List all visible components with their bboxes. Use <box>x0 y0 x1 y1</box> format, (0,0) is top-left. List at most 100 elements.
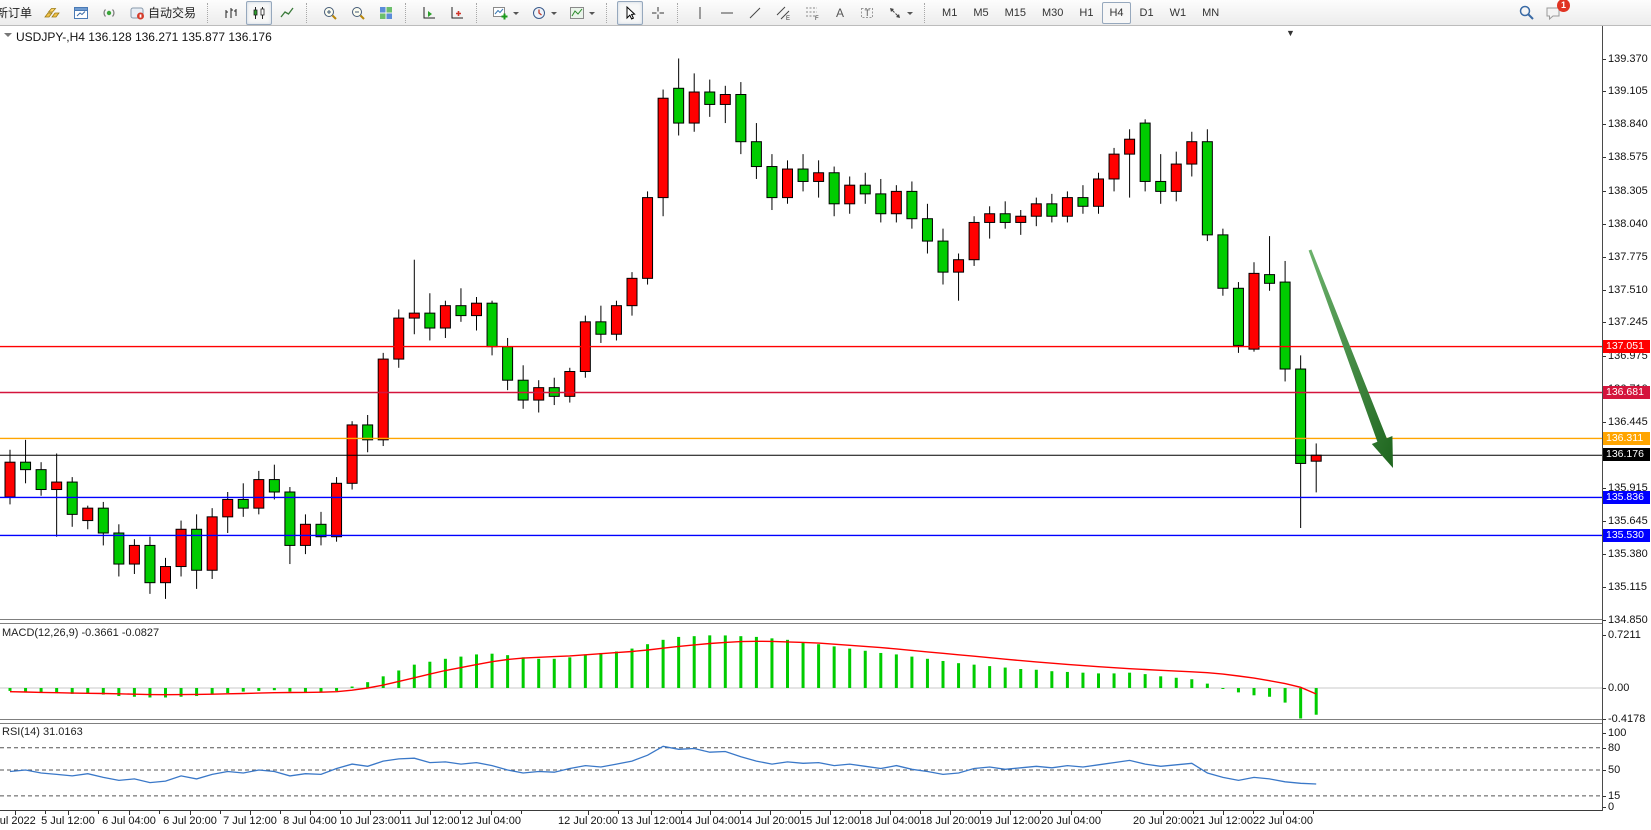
line-chart-icon <box>280 7 294 17</box>
auto-trading-label: 自动交易 <box>148 6 197 20</box>
price-tick-mark <box>1602 521 1606 523</box>
toolbar-separator <box>924 2 931 23</box>
add-indicator-button[interactable] <box>487 1 524 25</box>
search-icon[interactable] <box>1518 4 1535 21</box>
rsi-indicator-panel[interactable] <box>0 722 1602 810</box>
price-axis-border <box>1602 26 1603 811</box>
time-tick-mark <box>1071 811 1072 815</box>
time-axis-label: 10 Jul 23:00 <box>340 815 400 827</box>
arrows-tool-button[interactable] <box>882 1 918 25</box>
rsi-tick-label: 50 <box>1608 764 1621 776</box>
vertical-line-tool-button[interactable] <box>688 1 712 25</box>
panel-separator[interactable] <box>0 719 1602 724</box>
time-tick-mark <box>770 811 771 815</box>
text-label-tool-button[interactable]: T <box>854 1 880 25</box>
arrow-shape <box>1308 249 1393 468</box>
time-tick-mark <box>460 811 461 814</box>
panel-separator[interactable] <box>0 619 1602 624</box>
timeframe-button-h1[interactable]: H1 <box>1079 6 1094 19</box>
time-tick-mark <box>1101 811 1102 814</box>
macd-indicator-panel[interactable] <box>0 622 1602 719</box>
time-tick-mark <box>681 811 682 814</box>
zoom-in-button[interactable] <box>317 1 343 25</box>
signals-button[interactable] <box>96 1 122 25</box>
timeframe-button-m15[interactable]: M15 <box>1004 6 1026 19</box>
fibonacci-tool-button[interactable]: F <box>799 1 826 25</box>
time-tick-mark <box>860 811 861 814</box>
new-order-button[interactable]: 新订单 <box>0 1 37 25</box>
time-axis-label: 5 Jul 12:00 <box>41 815 95 827</box>
time-tick-mark <box>800 811 801 814</box>
rsi-tick-mark <box>1602 807 1606 808</box>
gold-ingot-button[interactable] <box>39 1 66 25</box>
timeframe-button-m30[interactable]: M30 <box>1042 6 1064 19</box>
market-watch-button[interactable] <box>68 1 94 25</box>
timeframe-button-m1[interactable]: M1 <box>942 6 958 19</box>
candlestick-chart-button[interactable] <box>246 0 273 25</box>
toolbar-separator <box>207 2 214 23</box>
trendline-tool-button[interactable] <box>742 1 768 25</box>
text-icon: A <box>836 6 844 20</box>
timeframe-button-m5[interactable]: M5 <box>973 6 989 19</box>
price-line-flag: 136.681 <box>1603 385 1650 399</box>
chat-button[interactable]: 1 <box>1545 0 1570 21</box>
cursor-button[interactable] <box>617 0 644 25</box>
time-axis-label: 19 Jul 12:00 <box>980 815 1040 827</box>
price-tick-mark <box>1602 322 1606 324</box>
fibonacci-icon: F <box>806 7 819 21</box>
line-chart-button[interactable] <box>274 1 300 25</box>
rsi-tick-label: 0 <box>1608 801 1615 813</box>
timeframe-button-d1[interactable]: D1 <box>1139 6 1154 19</box>
time-axis-label: 18 Jul 20:00 <box>920 815 980 827</box>
time-tick-mark <box>68 811 69 815</box>
rsi-tick-mark <box>1602 795 1606 797</box>
tile-windows-icon <box>380 6 393 19</box>
time-axis-label: 7 Jul 12:00 <box>223 815 277 827</box>
chart-shift-marker-icon[interactable]: ▼ <box>1286 28 1295 38</box>
chart-autoscroll-button[interactable] <box>444 1 470 25</box>
price-tick-mark <box>1602 157 1606 159</box>
time-axis-label: 20 Jul 04:00 <box>1041 815 1101 827</box>
sell-arrow-annotation[interactable] <box>1300 243 1400 475</box>
time-tick-mark <box>740 811 741 814</box>
chart-window-icon <box>74 6 89 19</box>
price-line-flag: 137.051 <box>1603 339 1650 353</box>
price-tick-mark <box>1602 190 1606 192</box>
timeframe-button-w1[interactable]: W1 <box>1169 6 1187 19</box>
bar-chart-button[interactable] <box>218 1 244 25</box>
macd-tick-label: -0.4178 <box>1608 712 1646 725</box>
main-price-chart[interactable] <box>0 28 1602 619</box>
tile-windows-button[interactable] <box>373 1 399 25</box>
price-tick-label: 135.645 <box>1608 515 1648 528</box>
templates-button[interactable] <box>564 1 600 25</box>
text-tool-button[interactable]: A <box>828 1 852 25</box>
macd-label: MACD(12,26,9) -0.3661 -0.0827 <box>2 627 160 639</box>
time-tick-mark <box>980 811 981 814</box>
price-tick-label: 135.380 <box>1608 548 1648 561</box>
macd-tick-mark <box>1602 688 1606 689</box>
timeframe-button-h4[interactable]: H4 <box>1102 1 1131 24</box>
crosshair-button[interactable] <box>645 1 671 25</box>
time-axis-label: 11 Jul 12:00 <box>400 815 460 827</box>
time-tick-mark <box>430 811 431 815</box>
time-tick-mark <box>1223 811 1224 815</box>
time-axis-label: 13 Jul 12:00 <box>621 815 681 827</box>
time-tick-mark <box>588 811 589 815</box>
chart-shift-icon <box>423 6 436 18</box>
auto-trading-button[interactable]: 自动交易 <box>124 1 201 25</box>
time-tick-mark <box>159 811 160 814</box>
chart-menu-icon[interactable] <box>4 33 12 41</box>
time-tick-mark <box>920 811 921 814</box>
zoom-out-button[interactable] <box>345 1 371 25</box>
time-tick-mark <box>45 811 46 814</box>
channel-tool-button[interactable]: E <box>770 1 797 25</box>
macd-tick-label: 0.00 <box>1608 682 1630 694</box>
chart-shift-button[interactable] <box>416 1 442 25</box>
time-tick-mark <box>250 811 251 815</box>
periods-button[interactable] <box>526 1 562 25</box>
horizontal-line-tool-button[interactable] <box>714 1 740 25</box>
price-line-flag: 135.530 <box>1603 528 1650 542</box>
text-label-icon: T <box>861 7 874 18</box>
zoom-in-icon <box>324 6 337 20</box>
timeframe-button-mn[interactable]: MN <box>1202 6 1220 19</box>
